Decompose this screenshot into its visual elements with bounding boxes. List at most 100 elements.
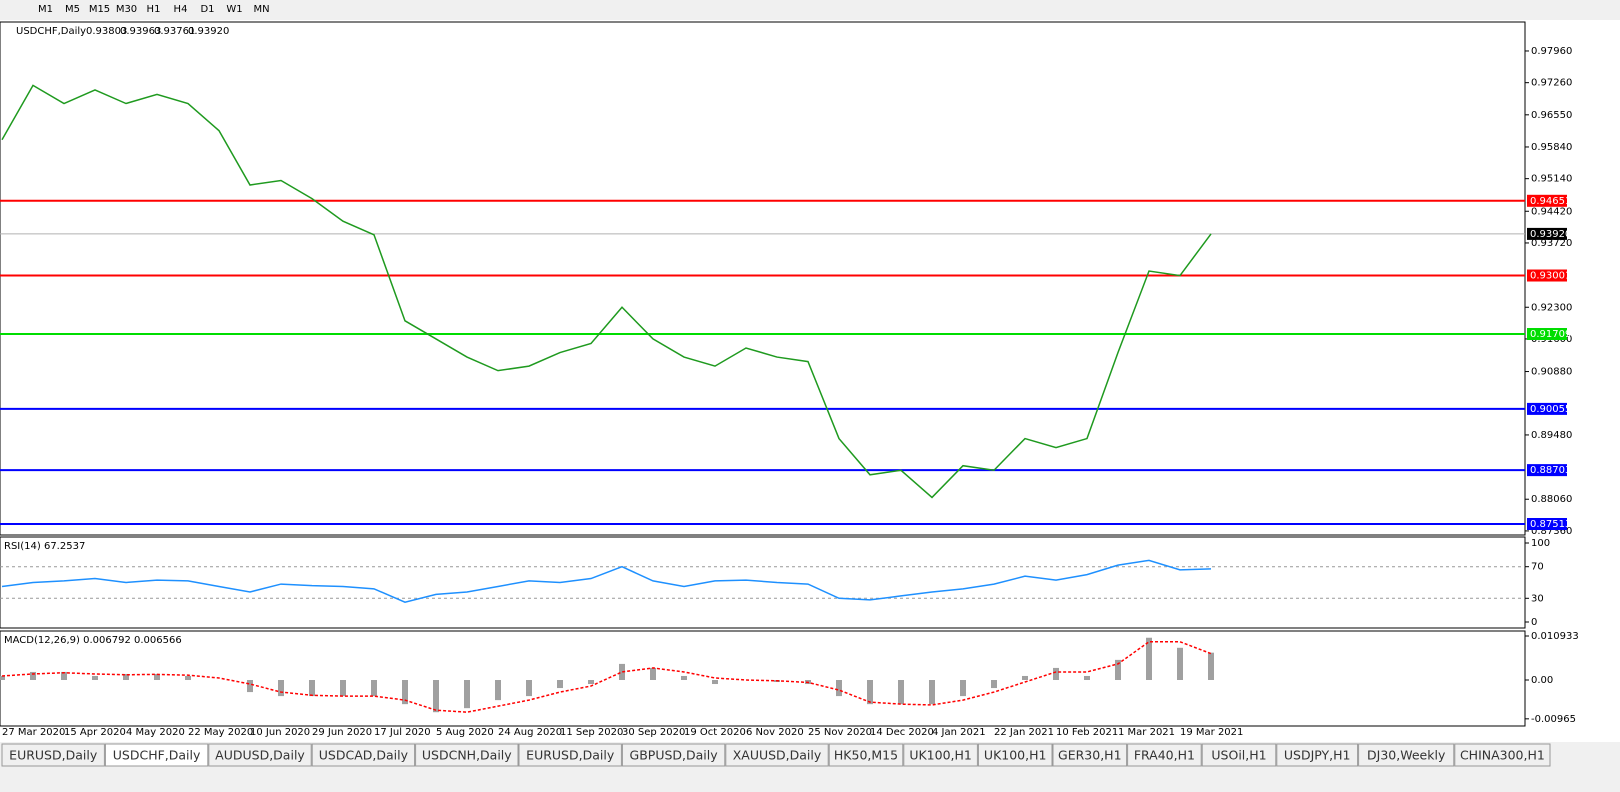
- quote-value: 0.93963: [120, 26, 161, 37]
- toolbar: [0, 0, 1620, 20]
- quote-value: 0.93761: [154, 26, 195, 37]
- timeframe-button[interactable]: M15: [89, 4, 110, 15]
- series-line: [1, 84, 1212, 499]
- tab-label[interactable]: XAUUSD,Daily: [733, 748, 822, 763]
- tab-label[interactable]: USDCHF,Daily: [113, 748, 201, 763]
- y-tick-label: 0.87360: [1531, 526, 1572, 537]
- timeframe-button[interactable]: M5: [65, 4, 80, 15]
- x-tick-label: 24 Aug 2020: [498, 727, 562, 738]
- tab-label[interactable]: HK50,M15: [834, 748, 898, 763]
- timeframe-button[interactable]: M1: [38, 4, 53, 15]
- tab[interactable]: [1, 743, 105, 767]
- y-tick-label: 0.89480: [1531, 430, 1572, 441]
- tab[interactable]: [725, 743, 829, 767]
- y-tick-label: 0.95140: [1531, 174, 1572, 185]
- macd-bar: [960, 679, 966, 697]
- macd-bar: [650, 667, 656, 680]
- x-tick-label: 19 Mar 2021: [1180, 727, 1243, 738]
- tab[interactable]: [311, 743, 416, 767]
- level-label: 0.94651: [1530, 196, 1571, 207]
- macd-bar: [0, 675, 5, 680]
- tab-label[interactable]: USDJPY,H1: [1284, 748, 1351, 763]
- tab[interactable]: [1201, 743, 1277, 767]
- tab[interactable]: [208, 743, 312, 767]
- tab[interactable]: [977, 743, 1053, 767]
- macd-bar: [185, 675, 191, 680]
- tab-label[interactable]: DJ30,Weekly: [1367, 748, 1446, 763]
- y-tick-label: 0.94420: [1531, 206, 1572, 217]
- y-tick-label: 0.95840: [1531, 142, 1572, 153]
- x-tick-label: 29 Jun 2020: [312, 727, 372, 738]
- tab-label[interactable]: GER30,H1: [1058, 748, 1122, 763]
- tab-label[interactable]: FRA40,H1: [1134, 748, 1195, 763]
- macd-bar: [588, 679, 594, 685]
- timeframe-button[interactable]: MN: [253, 4, 269, 15]
- macd-bar: [309, 679, 315, 697]
- level-tag: [1527, 464, 1567, 477]
- macd-bar: [1208, 652, 1214, 680]
- macd-bar: [402, 679, 408, 705]
- level-tag: [1527, 402, 1567, 415]
- timeframe-button[interactable]: H1: [147, 4, 161, 15]
- macd-bar: [154, 673, 160, 680]
- tab[interactable]: [1358, 743, 1455, 767]
- level-tag: [1527, 328, 1567, 341]
- tab[interactable]: [1276, 743, 1359, 767]
- x-tick-label: 30 Sep 2020: [622, 727, 685, 738]
- tab-label[interactable]: UK100,H1: [909, 748, 972, 763]
- tab-label[interactable]: UK100,H1: [984, 748, 1047, 763]
- macd-bar: [1022, 675, 1028, 680]
- y-tick-label: 0.90880: [1531, 367, 1572, 378]
- macd-bar: [278, 679, 284, 697]
- timeframe-button[interactable]: W1: [226, 4, 242, 15]
- tab[interactable]: [1454, 743, 1551, 767]
- timeframe-button[interactable]: M30: [116, 4, 137, 15]
- y-tick-label: 0.92300: [1531, 302, 1572, 313]
- macd-bar: [433, 679, 439, 713]
- tab[interactable]: [621, 743, 726, 767]
- macd-bar: [1115, 659, 1121, 680]
- timeframe-button[interactable]: H4: [174, 4, 188, 15]
- tab[interactable]: [104, 743, 209, 767]
- y-tick-label: 0: [1531, 617, 1537, 628]
- tab-label[interactable]: USDCNH,Daily: [422, 748, 512, 763]
- tab-label[interactable]: CHINA300,H1: [1460, 748, 1545, 763]
- macd-bar: [247, 679, 253, 693]
- macd-bar: [464, 679, 470, 709]
- x-tick-label: 22 May 2020: [188, 727, 253, 738]
- level-tag: [1527, 227, 1567, 240]
- macd-bar: [123, 673, 129, 680]
- level-label: 0.93920: [1530, 229, 1571, 240]
- x-tick-label: 15 Apr 2020: [64, 727, 126, 738]
- y-tick-label: 0.97960: [1531, 46, 1572, 57]
- tab-label[interactable]: USDCAD,Daily: [319, 748, 409, 763]
- y-tick-label: -0.00965: [1531, 714, 1576, 725]
- macd-bar: [526, 679, 532, 697]
- macd-bar: [681, 675, 687, 680]
- rsi-panel: [0, 536, 1526, 629]
- level-label: 0.87513: [1530, 519, 1571, 530]
- tab-label[interactable]: AUDUSD,Daily: [215, 748, 305, 763]
- tab-label[interactable]: EURUSD,Daily: [526, 748, 615, 763]
- x-tick-label: 4 Jan 2021: [932, 727, 986, 738]
- level-tag: [1527, 194, 1567, 207]
- tab[interactable]: [415, 743, 519, 767]
- panel-title: USDCHF,Daily: [16, 26, 86, 37]
- tab[interactable]: [518, 743, 622, 767]
- tab-label[interactable]: EURUSD,Daily: [9, 748, 98, 763]
- tab[interactable]: [903, 743, 978, 767]
- level-label: 0.90055: [1530, 404, 1571, 415]
- tab-label[interactable]: GBPUSD,Daily: [630, 748, 719, 763]
- timeframe-button[interactable]: D1: [200, 4, 214, 15]
- x-tick-label: 10 Jun 2020: [250, 727, 310, 738]
- macd-bar: [340, 679, 346, 697]
- tab-label[interactable]: USOil,H1: [1211, 748, 1266, 763]
- tab[interactable]: [828, 743, 904, 767]
- tab[interactable]: [1052, 743, 1128, 767]
- macd-bar: [1084, 675, 1090, 680]
- level-tag: [1527, 517, 1567, 530]
- tab[interactable]: [1127, 743, 1202, 767]
- macd-bar: [991, 679, 997, 689]
- macd-bar: [371, 679, 377, 697]
